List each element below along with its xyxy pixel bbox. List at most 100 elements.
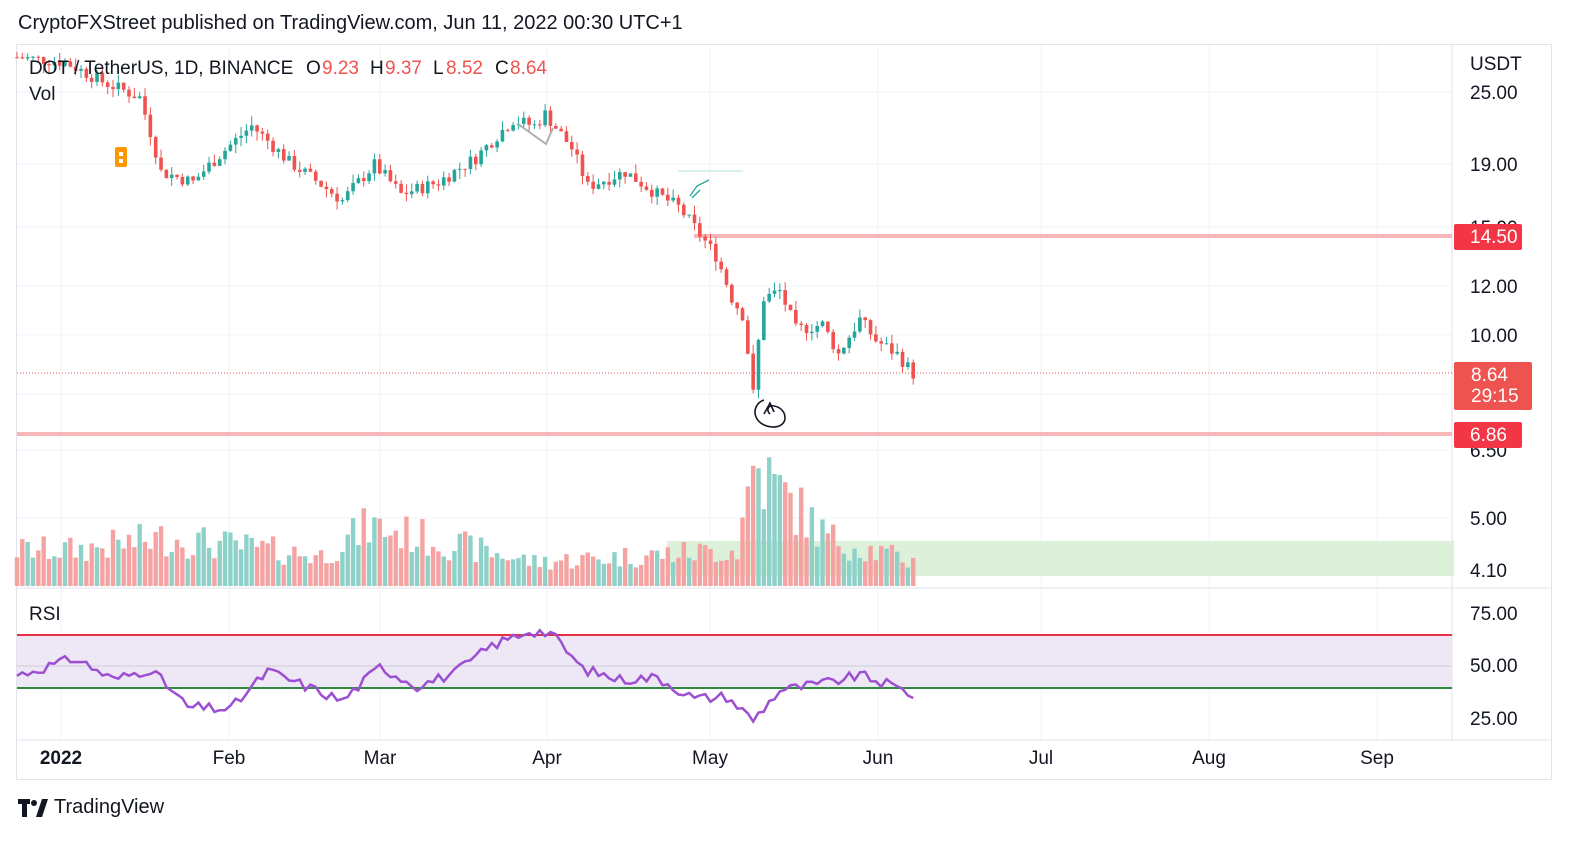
candle-body <box>666 194 670 201</box>
volume-bar <box>708 548 713 586</box>
candle-body <box>585 175 590 182</box>
volume-bar <box>217 540 222 586</box>
legend-volume[interactable]: Vol <box>29 84 55 105</box>
volume-bar <box>345 534 350 586</box>
candle-body <box>175 174 179 177</box>
volume-bar <box>222 531 228 586</box>
volume-bar <box>857 558 863 586</box>
volume-bar <box>425 555 430 586</box>
candle-body <box>404 192 409 195</box>
legend-close-label: C <box>495 58 509 79</box>
price-tick: 12.00 <box>1470 277 1518 298</box>
volume-bar <box>457 533 462 586</box>
candle-body <box>153 137 158 158</box>
volume-bar <box>110 529 116 586</box>
footer-brand[interactable]: TradingView <box>18 796 164 819</box>
candle-body <box>276 149 281 152</box>
candle-body <box>473 156 478 165</box>
time-label-apr: Apr <box>532 748 562 769</box>
volume-bar <box>302 556 308 586</box>
volume-bar <box>484 545 489 586</box>
volume-bar <box>516 558 521 586</box>
legend-symbol[interactable]: DOT / TetherUS, 1D, BINANCE <box>29 58 293 79</box>
candle-body <box>511 125 515 131</box>
candle-body <box>537 124 542 126</box>
volume-bar <box>142 541 148 586</box>
candle-body <box>703 236 707 241</box>
volume-bar <box>126 534 132 586</box>
volume-bar <box>414 546 420 586</box>
volume-bar <box>676 557 681 586</box>
volume-bar <box>409 552 414 586</box>
candle-body <box>436 184 441 186</box>
candle-body <box>698 223 702 237</box>
candle-body <box>618 172 622 180</box>
candle-body <box>185 176 190 185</box>
volume-bar <box>574 565 580 586</box>
candle-body <box>228 144 233 151</box>
candle-body <box>548 110 553 126</box>
candle-body <box>553 125 558 129</box>
volume-bar <box>809 507 815 586</box>
volume-bar <box>372 517 377 586</box>
volume-bar <box>532 554 537 586</box>
volume-bar <box>601 563 607 586</box>
candle-body <box>31 56 35 58</box>
candle-body <box>826 321 830 332</box>
v-drawing <box>517 123 554 146</box>
level-line-14-50 <box>694 234 1452 238</box>
candle-body <box>746 320 750 354</box>
event-marker-icon[interactable] <box>115 147 127 167</box>
volume-bar <box>52 556 57 586</box>
price-tick: 19.00 <box>1470 155 1518 176</box>
candle-body <box>564 131 569 143</box>
candle-body <box>671 197 675 201</box>
volume-bar <box>772 473 777 586</box>
candle-body <box>260 131 265 134</box>
time-label-may: May <box>692 748 728 769</box>
volume-bar <box>233 540 238 586</box>
legend-rsi[interactable]: RSI <box>29 604 61 625</box>
volume-zone <box>667 541 1454 576</box>
chart-frame[interactable] <box>16 44 1552 780</box>
candle-body <box>532 124 537 126</box>
candle-body <box>287 155 291 161</box>
volume-bar <box>436 551 441 586</box>
candle-body <box>377 159 382 174</box>
candle-body <box>500 129 505 142</box>
candle-body <box>345 191 350 201</box>
candle-body <box>57 61 62 66</box>
volume-bar <box>148 548 153 586</box>
candle-body <box>212 162 217 166</box>
candle-body <box>868 320 873 335</box>
volume-bar <box>276 560 281 586</box>
candle-body <box>143 96 147 115</box>
candle-body <box>628 173 633 177</box>
volume-bar <box>452 551 457 586</box>
volume-bar <box>852 548 857 586</box>
candle-body <box>858 317 862 332</box>
volume-bar <box>638 564 644 586</box>
volume-bar <box>260 540 265 586</box>
candle-body <box>239 135 243 138</box>
candle-body <box>244 130 249 136</box>
volume-bar <box>596 559 601 586</box>
candle-body <box>676 197 681 205</box>
volume-bar <box>238 549 244 586</box>
volume-bar <box>895 551 900 586</box>
candle-body <box>137 96 142 99</box>
volume-bar <box>686 557 692 586</box>
candle-body <box>740 308 745 321</box>
volume-bar <box>830 524 836 586</box>
rsi-tick: 25.00 <box>1470 709 1518 730</box>
time-label-2022: 2022 <box>40 748 82 769</box>
candle-body <box>84 68 89 78</box>
volume-bar <box>612 552 617 586</box>
rsi-band <box>17 635 1452 688</box>
volume-bar <box>73 557 78 586</box>
candle-body <box>180 176 185 185</box>
volume-bar <box>14 557 20 586</box>
volume-bar <box>478 537 484 586</box>
candle-body <box>527 117 531 125</box>
